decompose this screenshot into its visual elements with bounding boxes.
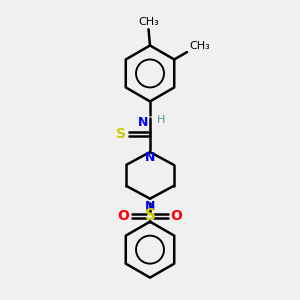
- Text: N: N: [145, 151, 155, 164]
- Text: N: N: [145, 200, 155, 213]
- Text: H: H: [157, 115, 165, 125]
- Text: CH₃: CH₃: [138, 17, 159, 27]
- Text: CH₃: CH₃: [189, 40, 210, 51]
- Text: N: N: [138, 116, 148, 129]
- Text: O: O: [118, 209, 129, 223]
- Text: O: O: [171, 209, 182, 223]
- Text: S: S: [145, 208, 155, 223]
- Text: S: S: [116, 127, 126, 141]
